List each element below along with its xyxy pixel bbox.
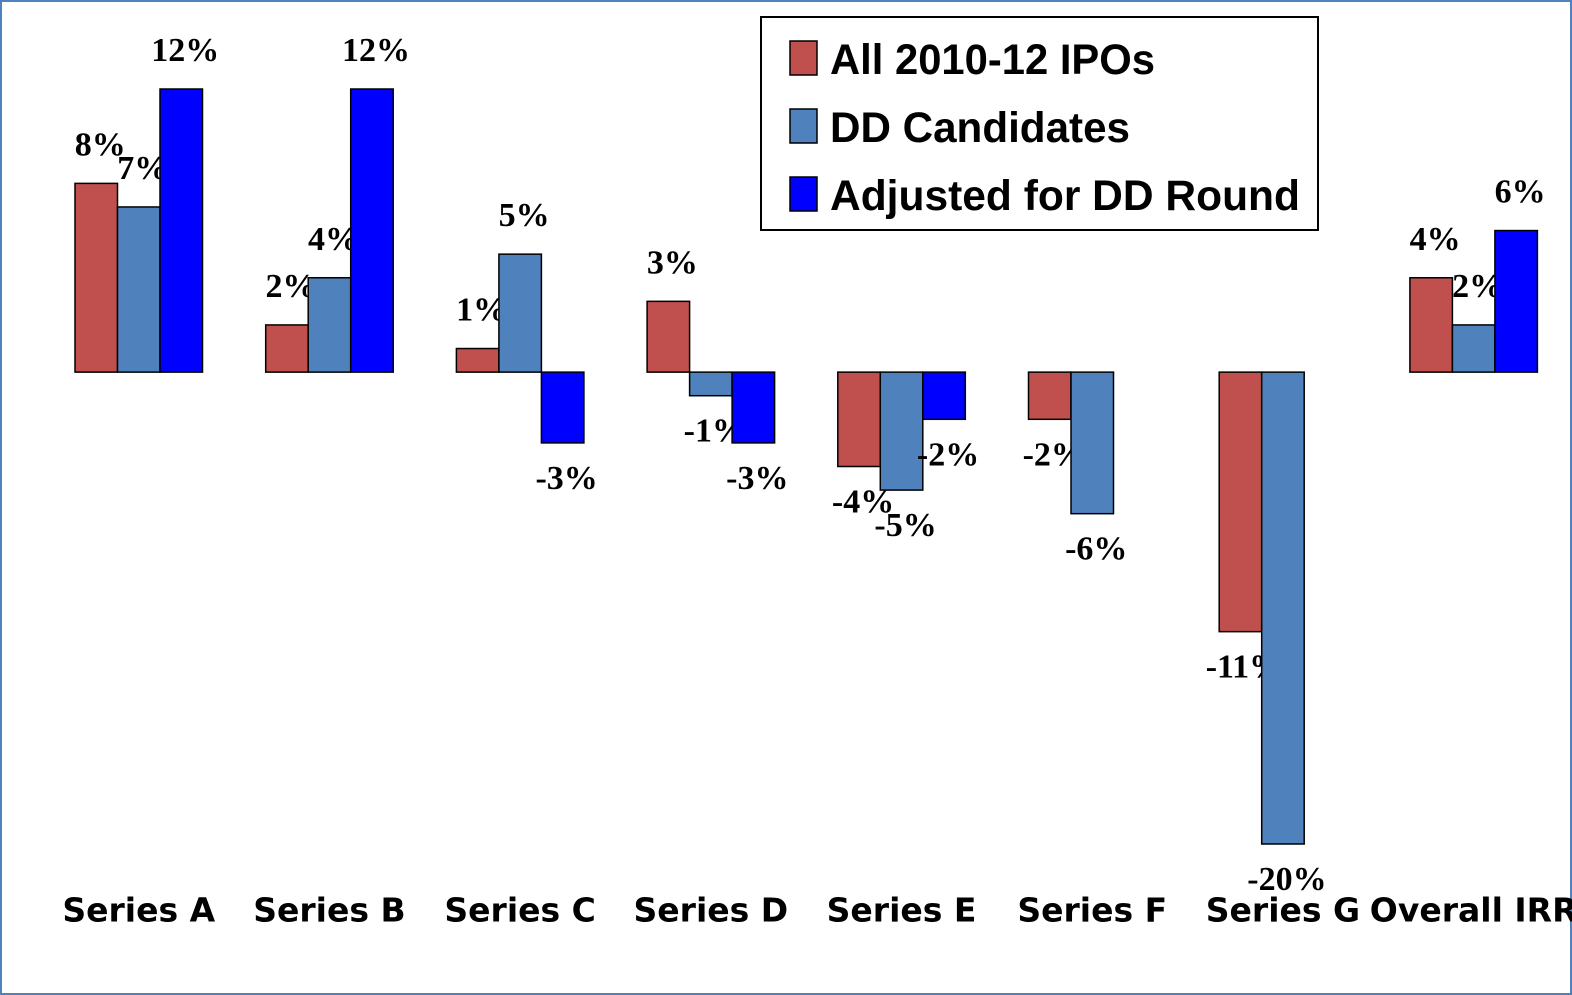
bar [1409, 277, 1454, 373]
value-label: 8% [75, 126, 126, 163]
x-tick-label: Series A [62, 891, 215, 930]
bar [837, 371, 882, 468]
legend-label: All 2010-12 IPOs [830, 36, 1155, 84]
value-label: -6% [1065, 531, 1127, 568]
x-tick-label: Series F [1017, 891, 1167, 930]
bar [1070, 371, 1115, 515]
legend-swatch [789, 40, 818, 76]
value-label: -3% [726, 460, 788, 497]
bar [688, 371, 733, 397]
bar [116, 206, 161, 373]
bar [922, 371, 967, 421]
bar [349, 88, 394, 373]
x-tick-label: Overall IRR [1370, 891, 1572, 930]
value-label: -5% [874, 507, 936, 544]
bar [498, 253, 543, 373]
value-label: -20% [1247, 861, 1326, 898]
value-label: 4% [1410, 221, 1461, 258]
bar [455, 347, 500, 373]
value-label: 12% [342, 32, 410, 69]
bar [159, 88, 204, 373]
bar [646, 300, 691, 373]
bar [1451, 324, 1496, 373]
legend-swatch [789, 108, 818, 144]
legend-label: DD Candidates [830, 104, 1130, 152]
bar [731, 371, 776, 444]
bar [74, 182, 119, 373]
value-label: -3% [535, 460, 597, 497]
bar [879, 371, 924, 491]
x-tick-label: Series C [444, 891, 595, 930]
value-label: 3% [647, 244, 698, 281]
x-tick-label: Series D [634, 891, 789, 930]
value-label: 5% [499, 197, 550, 234]
value-label: 6% [1495, 174, 1546, 211]
x-tick-label: Series G [1206, 891, 1360, 930]
x-tick-label: Series E [827, 891, 977, 930]
value-label: 12% [151, 32, 219, 69]
x-tick-label: Series B [253, 891, 405, 930]
value-label: -2% [917, 436, 979, 473]
legend-label: Adjusted for DD Round [830, 172, 1300, 220]
bar [540, 371, 585, 444]
legend-box [760, 16, 1319, 231]
legend-swatch [789, 176, 818, 212]
bar [307, 277, 352, 373]
bar [1494, 229, 1539, 373]
bar [1027, 371, 1072, 421]
bar [264, 324, 309, 373]
bar [1218, 371, 1263, 633]
bar [1260, 371, 1305, 845]
